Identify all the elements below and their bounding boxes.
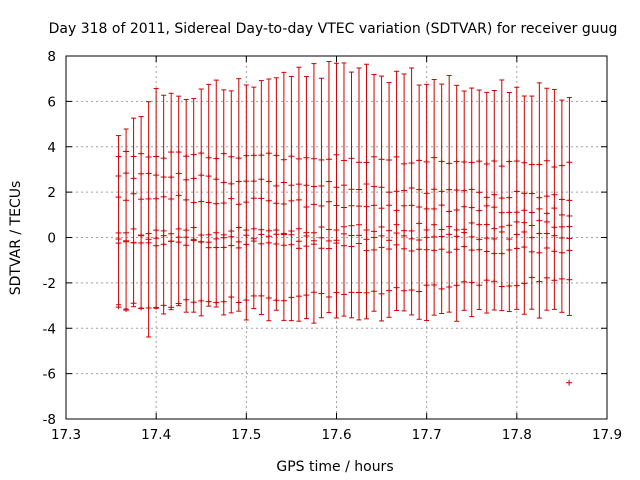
x-tick-label: 17.8 [502, 427, 532, 443]
data-series [115, 61, 573, 386]
y-tick-label: -6 [43, 367, 56, 383]
x-tick-label: 17.6 [321, 427, 351, 443]
x-tick-label: 17.5 [231, 427, 261, 443]
y-tick-label: 8 [47, 49, 56, 65]
y-tick-label: 6 [47, 94, 56, 110]
x-tick-label: 17.9 [592, 427, 622, 443]
x-tick-label: 17.4 [141, 427, 171, 443]
x-tick-label: 17.3 [51, 427, 81, 443]
y-tick-label: -2 [43, 276, 56, 292]
x-axis-label: GPS time / hours [276, 459, 393, 475]
y-tick-label: 0 [47, 231, 56, 247]
axes: 17.3 17.4 17.5 17.6 17.7 17.8 17.9 -8 -6 -4 -2 0 2 4 6… [43, 49, 623, 443]
y-tick-label: 2 [47, 185, 56, 201]
y-axis-label: SDTVAR / TECUs [8, 181, 24, 296]
y-tick-label: -4 [43, 321, 56, 337]
chart-title: Day 318 of 2011, Sidereal Day-to-day VTE… [49, 21, 618, 37]
y-tick-label: -8 [43, 412, 56, 428]
y-tick-label: 4 [47, 140, 56, 156]
x-tick-label: 17.7 [412, 427, 442, 443]
